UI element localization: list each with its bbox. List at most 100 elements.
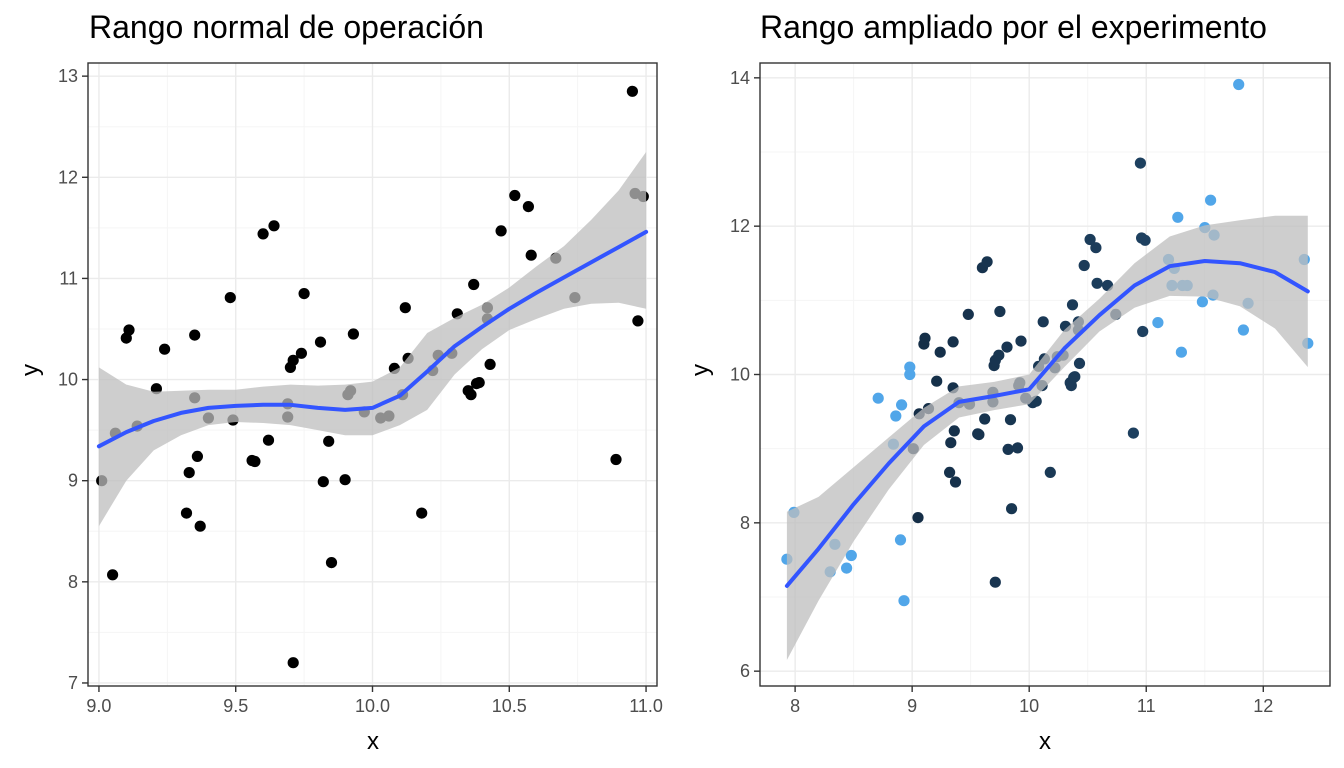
y-tick-label: 6: [740, 661, 750, 681]
data-point: [845, 549, 857, 562]
data-point: [495, 225, 507, 237]
data-point: [399, 302, 411, 314]
y-tick-label: 8: [740, 513, 750, 533]
data-point: [1127, 427, 1139, 439]
data-point: [947, 336, 959, 348]
data-point: [1152, 317, 1164, 329]
data-point: [1091, 277, 1103, 289]
data-point: [904, 361, 916, 373]
data-point: [1196, 296, 1208, 308]
data-point: [159, 343, 171, 355]
chart-title: Rango normal de operación: [89, 9, 484, 45]
data-point: [1006, 503, 1018, 515]
data-point: [180, 507, 193, 519]
data-point: [323, 435, 335, 447]
data-point: [1172, 211, 1184, 223]
data-point: [949, 476, 962, 488]
data-point: [610, 453, 622, 466]
data-point: [872, 392, 884, 404]
data-point: [249, 455, 261, 468]
data-point: [1078, 259, 1090, 272]
data-point: [993, 349, 1005, 361]
data-point: [979, 413, 991, 425]
data-point: [1237, 324, 1249, 336]
data-point: [107, 569, 119, 581]
smooth-line: [96, 229, 649, 449]
data-point: [841, 562, 853, 574]
data-point: [1037, 316, 1049, 328]
data-point: [626, 85, 639, 97]
data-point: [1004, 414, 1017, 426]
y-tick-label: 10: [58, 370, 78, 390]
data-point: [1139, 234, 1151, 246]
plot-area: 8 9 10 11 12 6 8 10 12 14: [730, 62, 1331, 716]
confidence-band: [786, 215, 1308, 661]
data-point: [484, 358, 496, 370]
x-axis-label: x: [1039, 728, 1051, 755]
data-point: [948, 425, 960, 437]
data-point: [1044, 466, 1056, 478]
data-point: [896, 399, 908, 411]
chart-title: Rango ampliado por el experimento: [760, 9, 1267, 45]
data-point: [1066, 299, 1079, 311]
data-point: [473, 377, 485, 389]
x-axis-label: x: [367, 728, 379, 755]
x-tick-label: 8: [790, 696, 800, 716]
data-point: [1011, 442, 1024, 454]
data-point: [1233, 78, 1245, 91]
data-point: [919, 332, 931, 344]
data-point: [890, 410, 902, 422]
data-point: [468, 278, 480, 291]
data-point: [189, 329, 201, 341]
data-point: [1001, 341, 1013, 353]
data-point: [1015, 335, 1027, 347]
x-tick-label: 9: [907, 696, 917, 716]
data-point: [945, 437, 957, 449]
data-point: [1073, 357, 1086, 369]
data-point: [1069, 371, 1081, 383]
data-point: [1090, 242, 1102, 254]
data-point: [347, 328, 359, 340]
y-tick-label: 7: [68, 673, 78, 693]
x-tick-label: 12: [1253, 696, 1273, 716]
data-point: [298, 288, 310, 300]
data-point: [894, 534, 907, 546]
data-point: [123, 324, 135, 336]
x-tick-label: 11.0: [629, 696, 663, 716]
y-tick-label: 12: [58, 167, 78, 187]
data-point: [1134, 157, 1146, 169]
data-point: [944, 466, 956, 478]
data-point: [339, 474, 351, 486]
data-point: [295, 347, 307, 359]
data-point: [465, 389, 477, 401]
data-point: [1002, 443, 1014, 455]
y-tick-label: 12: [730, 216, 750, 236]
data-point: [287, 657, 299, 669]
data-point: [898, 595, 910, 607]
data-point: [183, 467, 195, 479]
y-tick-label: 9: [68, 471, 78, 491]
y-axis-label: y: [17, 364, 44, 376]
data-point: [989, 576, 1001, 588]
data-point: [194, 520, 206, 532]
data-point: [912, 511, 924, 524]
plot-area: 9.0 9.5 10.0 10.5 11.0 7 8 9 10 11 12 13: [58, 62, 663, 716]
y-tick-label: 13: [58, 66, 78, 86]
data-point: [509, 189, 521, 202]
data-point: [973, 429, 985, 441]
smooth-line: [784, 259, 1310, 588]
data-point: [317, 476, 329, 488]
y-tick-label: 8: [68, 572, 78, 592]
data-point: [1205, 194, 1217, 206]
data-point: [287, 354, 299, 366]
data-point: [994, 305, 1006, 318]
chart-panel-right: Rango ampliado por el experimento 8 9 10 11…: [687, 9, 1331, 755]
x-tick-label: 9.0: [86, 696, 111, 716]
data-point: [1137, 325, 1149, 338]
x-tick-label: 10: [1019, 696, 1039, 716]
data-point: [416, 507, 428, 519]
data-point: [268, 220, 280, 232]
data-point: [962, 308, 974, 320]
x-tick-label: 9.5: [223, 696, 248, 716]
